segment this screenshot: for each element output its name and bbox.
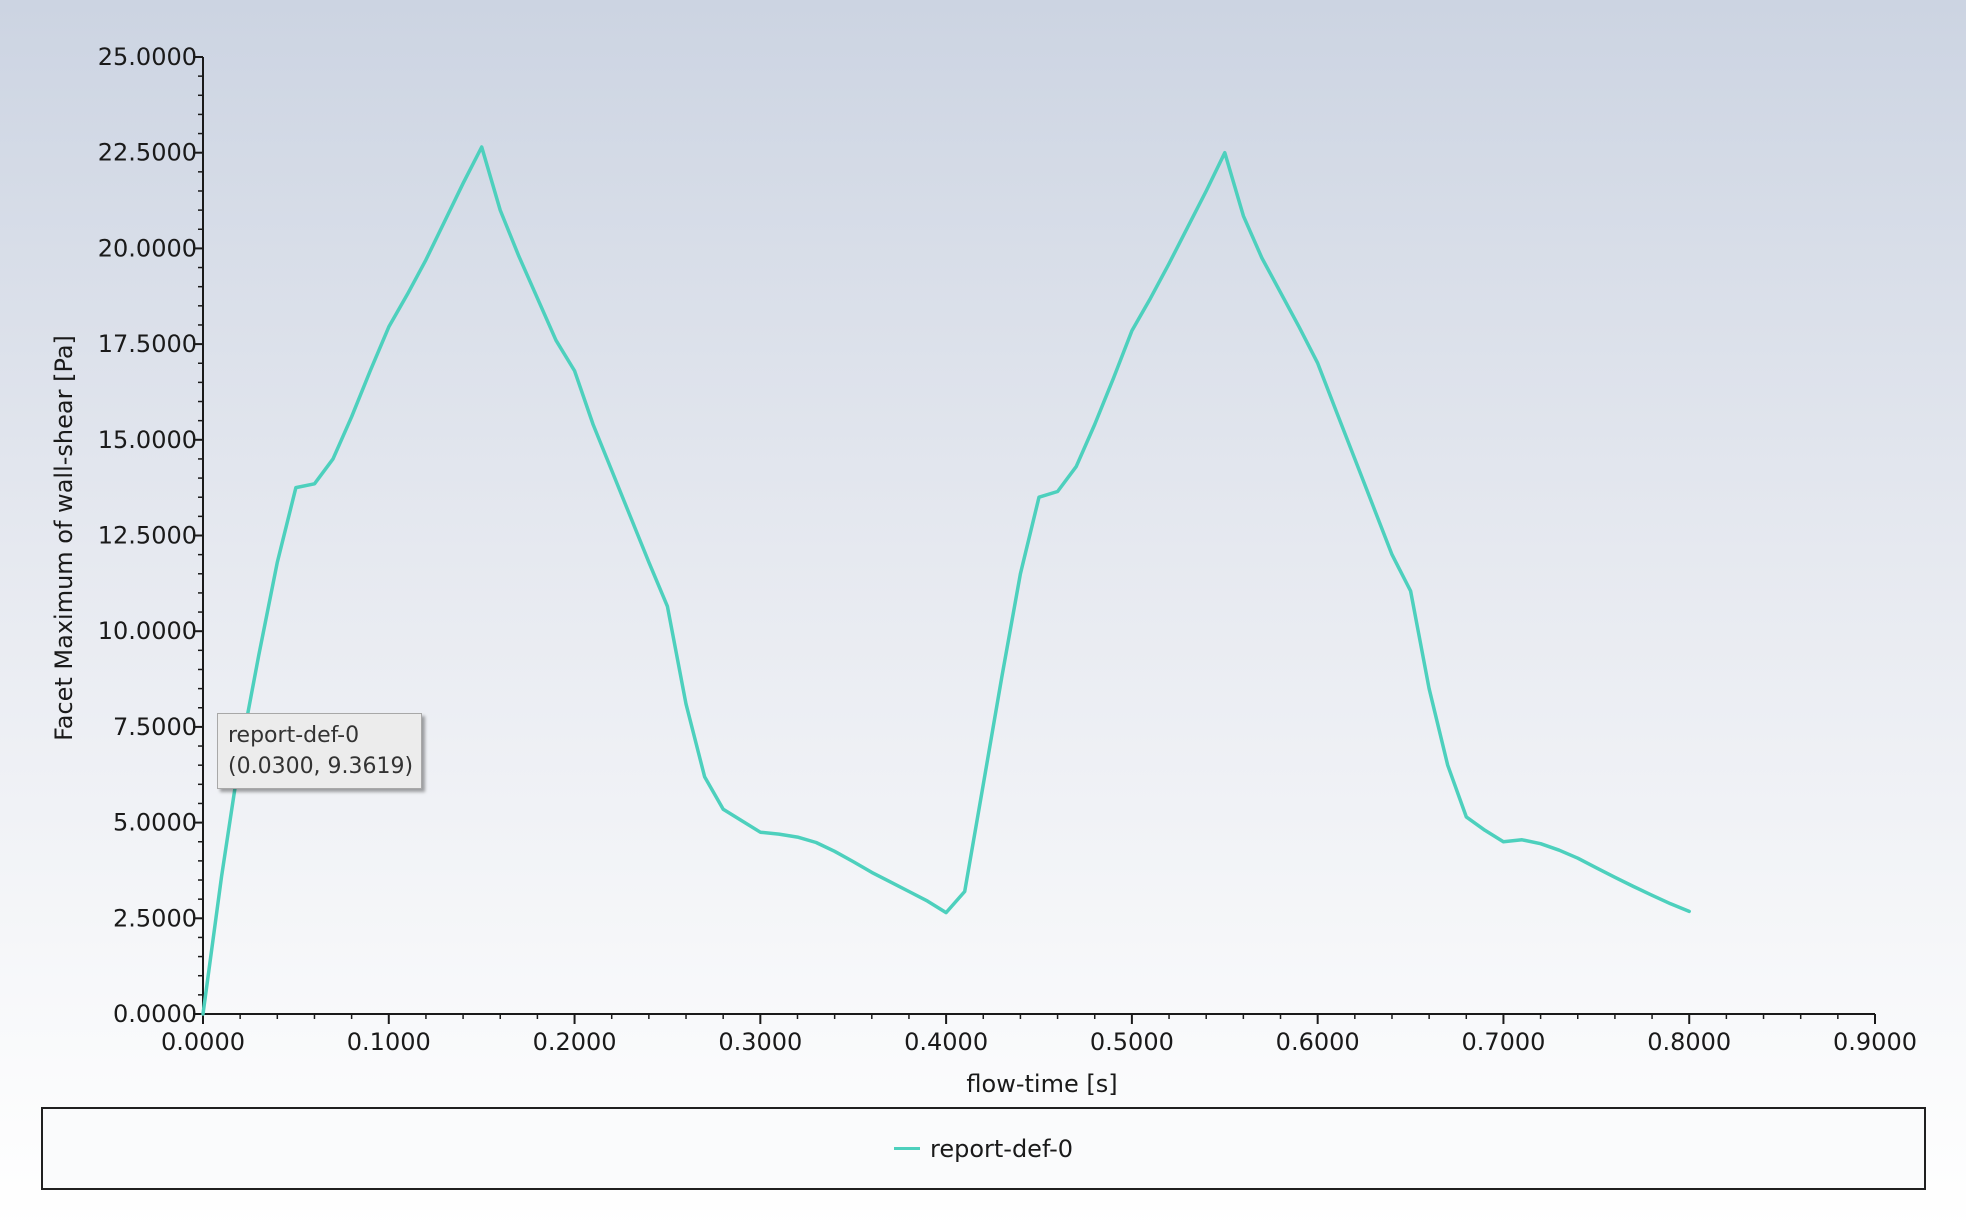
y-tick-label: 2.5000 [113, 904, 197, 932]
y-tick-label: 17.5000 [98, 330, 197, 358]
y-tick-label: 5.0000 [113, 809, 197, 837]
y-tick-label: 25.0000 [98, 43, 197, 71]
tooltip-point-value: (0.0300, 9.3619) [228, 754, 414, 779]
y-tick-label: 20.0000 [98, 234, 197, 262]
x-axis-title: flow-time [s] [966, 1070, 1117, 1098]
y-tick-label: 12.5000 [98, 522, 197, 550]
axes: 0.0000 0.1000 0.2000 0.3000 0.4000 0.5000 0.60… [98, 43, 1917, 1056]
y-tick-label: 22.5000 [98, 139, 197, 167]
y-axis-title: Facet Maximum of wall-shear [Pa] [50, 335, 78, 741]
tooltip-series-name: report-def-0 [228, 723, 360, 748]
x-tick-label: 0.1000 [347, 1028, 431, 1056]
x-tick-label: 0.3000 [718, 1028, 802, 1056]
legend-entry[interactable]: report-def-0 [893, 1134, 1074, 1163]
x-tick-label: 0.6000 [1276, 1028, 1360, 1056]
series-group [201, 145, 1691, 1016]
series-line-report-def-0 [201, 145, 1691, 1016]
data-point-tooltip: report-def-0 (0.0300, 9.3619) [217, 713, 422, 789]
y-tick-label: 0.0000 [113, 1000, 197, 1028]
y-tick-label: 15.0000 [98, 426, 197, 454]
x-tick-label: 0.8000 [1647, 1028, 1731, 1056]
legend: report-def-0 [41, 1107, 1926, 1190]
legend-line-swatch [893, 1147, 920, 1150]
x-tick-label: 0.9000 [1833, 1028, 1917, 1056]
x-tick-label: 0.0000 [161, 1028, 245, 1056]
y-tick-label: 10.0000 [98, 617, 197, 645]
y-tick-label: 7.5000 [113, 713, 197, 741]
x-tick-label: 0.7000 [1461, 1028, 1545, 1056]
x-tick-label: 0.4000 [904, 1028, 988, 1056]
x-tick-label: 0.2000 [533, 1028, 617, 1056]
x-tick-label: 0.5000 [1090, 1028, 1174, 1056]
legend-label: report-def-0 [929, 1134, 1074, 1163]
